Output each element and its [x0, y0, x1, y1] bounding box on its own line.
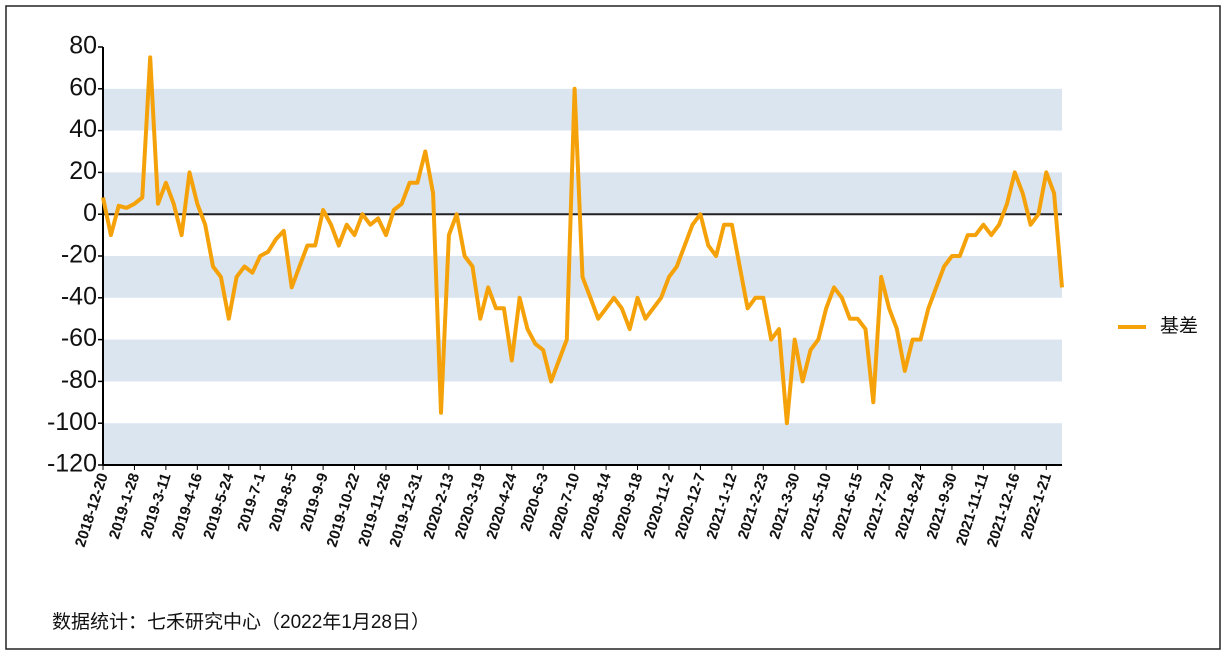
y-tick-label: -100 — [47, 408, 97, 436]
y-tick-label: -40 — [61, 282, 97, 310]
grid-band — [103, 423, 1062, 465]
y-tick-label: -80 — [61, 366, 97, 394]
y-tick-label: 20 — [69, 157, 97, 185]
source-note: 数据统计：七禾研究中心（2022年1月28日） — [52, 611, 430, 633]
grid-band — [103, 88, 1062, 131]
legend-label: 基差 — [1160, 315, 1198, 337]
grid-band — [103, 172, 1062, 215]
grid-band — [103, 339, 1062, 382]
y-tick-label: 40 — [69, 115, 97, 143]
y-tick-label: 60 — [69, 73, 97, 101]
y-tick-label: -120 — [47, 450, 97, 478]
line-series — [101, 55, 1064, 426]
y-tick-label: -60 — [61, 324, 97, 352]
y-tick-label: 80 — [69, 32, 97, 60]
y-tick-label: -20 — [61, 241, 97, 269]
y-tick-label: 0 — [83, 199, 97, 227]
